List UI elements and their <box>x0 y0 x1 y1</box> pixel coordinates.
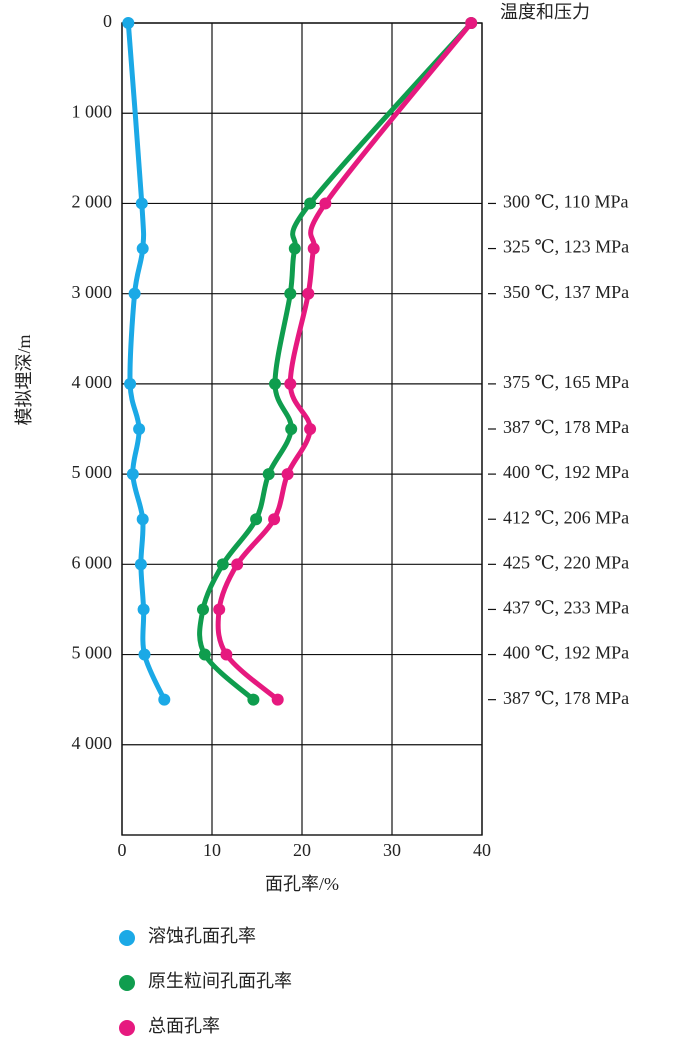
data-point <box>137 603 150 616</box>
x-tick-label: 20 <box>293 840 311 860</box>
annotation: 400 ℃, 192 MPa <box>503 643 629 663</box>
data-point <box>138 648 151 661</box>
annotation: 300 ℃, 110 MPa <box>503 192 628 212</box>
annotation: 375 ℃, 165 MPa <box>503 372 629 392</box>
data-point <box>307 242 320 255</box>
data-point <box>134 558 147 571</box>
x-tick-label: 40 <box>473 840 491 860</box>
data-point <box>198 648 211 661</box>
y-tick-label: 4 000 <box>72 733 113 753</box>
data-point <box>285 423 298 435</box>
data-point <box>262 468 275 481</box>
data-point <box>158 693 171 706</box>
data-point <box>220 648 233 661</box>
series-line <box>125 22 167 701</box>
y-tick-label: 4 000 <box>72 372 113 392</box>
data-point <box>213 603 226 616</box>
data-point <box>284 377 297 390</box>
x-axis-label: 面孔率/% <box>265 874 339 894</box>
data-point <box>128 287 141 300</box>
legend-marker <box>119 975 135 991</box>
y-tick-label: 6 000 <box>72 552 113 572</box>
data-point <box>126 468 139 481</box>
annotation: 350 ℃, 137 MPa <box>503 282 629 302</box>
series-line <box>197 21 474 702</box>
y-tick-label: 0 <box>103 11 112 31</box>
data-point <box>271 693 284 706</box>
data-point <box>124 377 137 390</box>
x-tick-label: 30 <box>383 840 401 860</box>
annotation: 387 ℃, 178 MPa <box>503 688 629 708</box>
annotation: 400 ℃, 192 MPa <box>503 462 629 482</box>
data-point <box>319 197 332 210</box>
data-point <box>269 377 281 390</box>
y-tick-label: 2 000 <box>72 192 113 212</box>
annotation: 437 ℃, 233 MPa <box>503 598 629 618</box>
legend-label: 总面孔率 <box>148 1016 220 1036</box>
legend-label: 溶蚀孔面孔率 <box>148 926 256 946</box>
data-point <box>268 513 281 526</box>
data-point <box>250 513 263 526</box>
data-point <box>465 17 478 29</box>
x-tick-label: 10 <box>203 840 221 860</box>
data-point <box>122 17 135 29</box>
annotation: 387 ℃, 178 MPa <box>503 417 629 437</box>
x-tick-label: 0 <box>118 840 127 860</box>
plot-frame <box>121 22 483 836</box>
data-point <box>281 468 294 481</box>
y-axis-label: 模拟埋深/m <box>14 334 34 425</box>
data-point <box>197 603 209 616</box>
legend-marker <box>119 1020 135 1036</box>
data-point <box>288 242 301 255</box>
series-line <box>215 21 474 702</box>
data-point <box>302 287 315 300</box>
y-tick-label: 1 000 <box>72 101 113 121</box>
legend-label: 原生粒间孔面孔率 <box>148 971 292 991</box>
data-point <box>216 558 229 571</box>
annotation: 325 ℃, 123 MPa <box>503 237 629 257</box>
y-tick-label: 5 000 <box>72 643 113 663</box>
data-point <box>304 197 317 210</box>
y-tick-label: 5 000 <box>72 462 113 482</box>
data-point <box>136 242 149 255</box>
data-point <box>247 693 260 706</box>
data-point <box>231 558 244 571</box>
annotation: 425 ℃, 220 MPa <box>503 552 629 572</box>
data-point <box>284 287 297 300</box>
data-point <box>133 423 146 435</box>
legend-marker <box>119 930 135 946</box>
data-point <box>136 513 149 526</box>
data-point <box>304 423 317 435</box>
data-point <box>135 197 148 210</box>
annotation: 412 ℃, 206 MPa <box>503 507 629 527</box>
y-tick-label: 3 000 <box>72 282 113 302</box>
annotation-title: 温度和压力 <box>500 2 590 22</box>
